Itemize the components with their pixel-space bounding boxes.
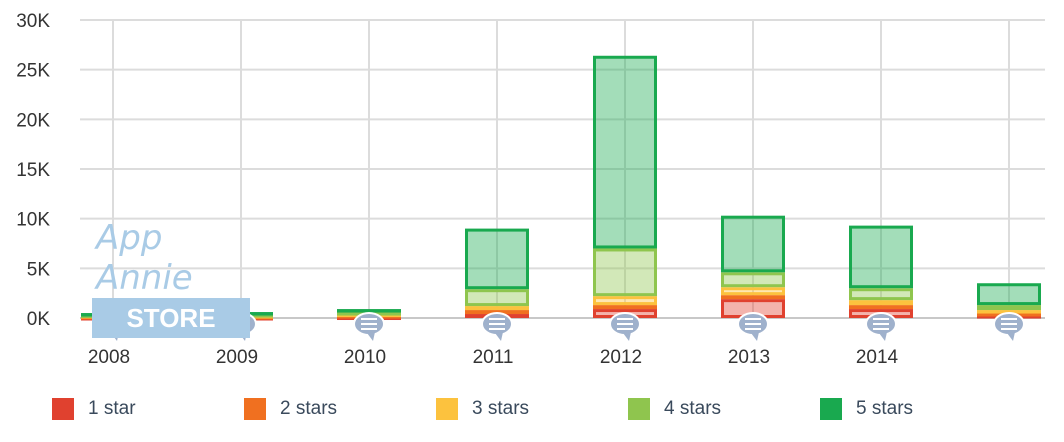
legend-swatch bbox=[244, 398, 266, 420]
comment-bubble-icon[interactable] bbox=[609, 312, 641, 341]
watermark-line1: App Annie bbox=[96, 218, 193, 298]
y-tick-label: 15K bbox=[16, 160, 50, 181]
x-tick-label: 2013 bbox=[728, 347, 770, 368]
app-annie-watermark-logo: App Annie STORE STATS bbox=[92, 218, 250, 373]
comment-bubble-icon[interactable] bbox=[865, 312, 897, 341]
bar-segment-5-stars[interactable] bbox=[721, 215, 785, 273]
legend-item[interactable]: 3 stars bbox=[436, 398, 529, 420]
x-tick-label: 2014 bbox=[856, 347, 899, 368]
x-tick-label: 2012 bbox=[600, 347, 642, 368]
legend-label: 4 stars bbox=[664, 398, 722, 419]
legend-label: 5 stars bbox=[856, 398, 914, 419]
legend-swatch bbox=[820, 398, 842, 420]
bar-segment-5-stars[interactable] bbox=[593, 55, 657, 249]
comment-bubble-icon[interactable] bbox=[737, 312, 769, 341]
bar-segment-5-stars[interactable] bbox=[977, 283, 1041, 306]
bar-segment-2-stars[interactable] bbox=[849, 305, 913, 310]
legend-item[interactable]: 4 stars bbox=[628, 398, 721, 420]
y-tick-label: 25K bbox=[16, 61, 50, 82]
legend: 1 star 2 stars 3 stars 4 stars 5 stars bbox=[0, 398, 1064, 424]
bar-segment-3-stars[interactable] bbox=[465, 306, 529, 311]
legend-swatch bbox=[436, 398, 458, 420]
legend-item[interactable]: 1 star bbox=[52, 398, 136, 420]
bar-segment-4-stars[interactable] bbox=[721, 272, 785, 288]
y-tick-label: 10K bbox=[16, 210, 50, 231]
bar-segment-4-stars[interactable] bbox=[977, 305, 1041, 311]
x-tick-label: 2010 bbox=[344, 347, 386, 368]
bar-segment-4-stars[interactable] bbox=[593, 248, 657, 297]
y-tick-label: 30K bbox=[16, 11, 50, 32]
bar-segment-2-stars[interactable] bbox=[721, 295, 785, 300]
legend-label: 3 stars bbox=[472, 398, 530, 419]
bar-segment-3-stars[interactable] bbox=[849, 300, 913, 306]
stacked-bar-chart: 0K 5K 10K 15K 20K 25K 30K 2008 2009 2010 2011 2012 2… bbox=[16, 11, 1045, 368]
watermark-line2: STORE STATS bbox=[92, 298, 250, 373]
comment-bubble-icon[interactable] bbox=[481, 312, 513, 341]
x-tick-label: 2008 bbox=[88, 347, 130, 368]
bar-segment-5-stars[interactable] bbox=[337, 309, 401, 313]
bar-segment-4-stars[interactable] bbox=[465, 289, 529, 307]
y-tick-label: 20K bbox=[16, 110, 50, 131]
comment-bubble-icon[interactable] bbox=[353, 312, 385, 341]
bar-segment-2-stars[interactable] bbox=[593, 305, 657, 310]
bar-segment-5-stars[interactable] bbox=[465, 228, 529, 290]
y-tick-label: 0K bbox=[27, 309, 51, 330]
bar-segment-5-stars[interactable] bbox=[849, 225, 913, 289]
x-tick-label: 2009 bbox=[216, 347, 258, 368]
bar-segment-4-stars[interactable] bbox=[849, 288, 913, 301]
bar-segment-3-stars[interactable] bbox=[977, 310, 1041, 314]
x-tick-label: 2011 bbox=[473, 347, 514, 368]
legend-swatch bbox=[628, 398, 650, 420]
y-tick-label: 5K bbox=[27, 259, 51, 280]
legend-swatch bbox=[52, 398, 74, 420]
bar-segment-3-stars[interactable] bbox=[721, 287, 785, 296]
legend-item[interactable]: 2 stars bbox=[244, 398, 337, 420]
bar-segment-3-stars[interactable] bbox=[593, 296, 657, 306]
legend-label: 1 star bbox=[88, 398, 136, 419]
legend-label: 2 stars bbox=[280, 398, 338, 419]
legend-item[interactable]: 5 stars bbox=[820, 398, 913, 420]
comment-bubble-icon[interactable] bbox=[993, 312, 1025, 341]
